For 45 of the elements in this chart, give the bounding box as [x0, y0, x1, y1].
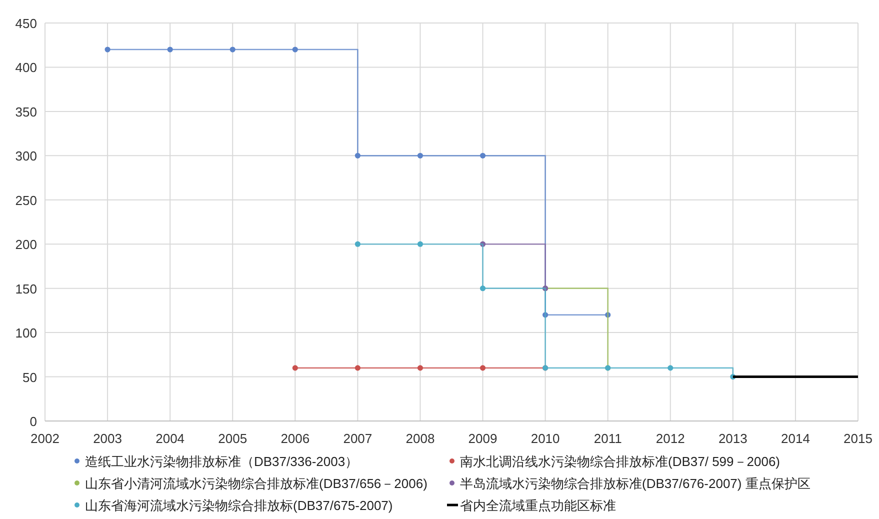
x-tick-label: 2015	[844, 431, 872, 446]
x-tick-label: 2008	[406, 431, 435, 446]
x-tick-label: 2006	[280, 431, 310, 446]
x-tick-label: 2007	[343, 431, 372, 446]
x-tick-label: 2011	[594, 431, 622, 446]
point	[354, 241, 360, 247]
x-tick-label: 2005	[218, 431, 248, 446]
legend-label: 半岛流域水污染物综合排放标准(DB37/676-2007) 重点保护区	[460, 476, 810, 491]
point	[417, 241, 424, 247]
y-tick-label: 150	[15, 281, 37, 296]
point	[292, 46, 298, 52]
y-tick-label: 100	[15, 326, 37, 341]
y-tick-label: 0	[30, 414, 37, 429]
y-tick-label: 50	[22, 370, 37, 385]
point	[292, 365, 298, 371]
point	[354, 152, 360, 158]
y-tick-label: 450	[15, 16, 37, 31]
point	[417, 152, 424, 158]
y-tick-label: 350	[15, 104, 37, 120]
y-tick-label: 250	[15, 192, 37, 208]
legend-label: 省内全流域重点功能区标准	[460, 498, 616, 513]
x-tick-label: 2010	[530, 431, 560, 446]
legend-label: 南水北调沿线水污染物综合排放标准(DB37/ 599－2006)	[460, 454, 780, 469]
point	[480, 152, 486, 158]
legend-label: 山东省小清河流域水污染物综合排放标准(DB37/656－2006)	[85, 476, 428, 491]
legend-label: 山东省海河流域水污染物综合排放标(DB37/675-2007)	[85, 498, 393, 513]
point	[668, 365, 674, 371]
point	[167, 46, 173, 52]
point	[480, 286, 486, 292]
point	[354, 365, 360, 371]
x-tick-label: 2013	[718, 431, 748, 446]
point	[480, 365, 486, 371]
point	[230, 46, 236, 52]
y-tick-label: 200	[15, 237, 37, 252]
x-tick-label: 2002	[30, 431, 60, 446]
x-tick-label: 2009	[468, 431, 498, 446]
x-tick-label: 2014	[781, 431, 810, 446]
x-tick-label: 2012	[656, 431, 685, 446]
x-tick-label: 2003	[93, 431, 122, 446]
y-tick-label: 400	[15, 60, 37, 76]
point	[104, 46, 110, 52]
x-tick-label: 2004	[156, 431, 185, 446]
y-tick-label: 300	[15, 148, 37, 164]
legend-label: 造纸工业水污染物排放标准（DB37/336-2003）	[85, 454, 358, 469]
point	[417, 365, 424, 371]
